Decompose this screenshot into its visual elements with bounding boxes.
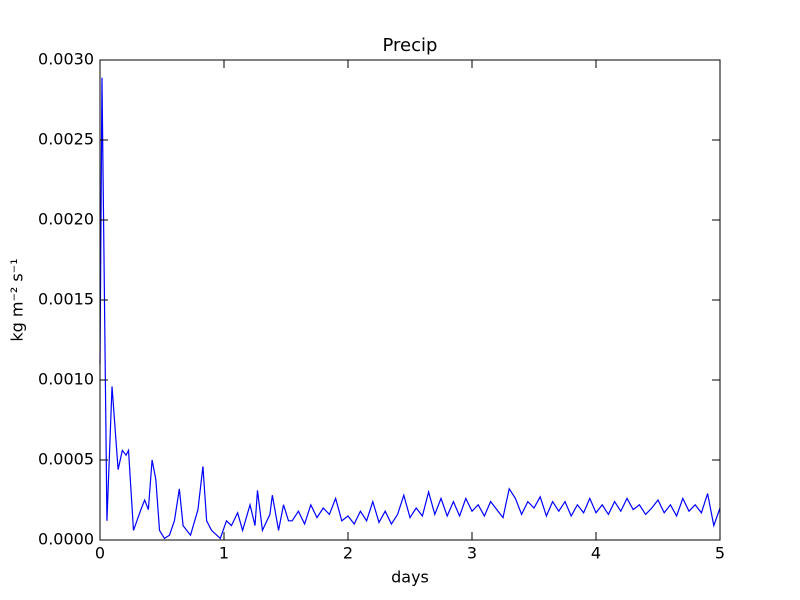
x-tick-label: 3 [467,544,477,563]
x-tick-label: 1 [219,544,229,563]
x-tick-label: 2 [343,544,353,563]
y-axis-label: kg m⁻² s⁻¹ [8,258,27,341]
data-line [99,77,721,540]
y-tick-label: 0.0010 [38,370,94,389]
y-tick-label: 0.0000 [38,530,94,549]
x-tick-label: 4 [591,544,601,563]
x-axis-label: days [391,568,429,587]
y-tick-label: 0.0025 [38,130,94,149]
y-tick-label: 0.0020 [38,210,94,229]
chart-title: Precip [383,35,438,56]
y-tick-label: 0.0005 [38,450,94,469]
x-tick-label: 0 [95,544,105,563]
y-tick-label: 0.0015 [38,290,94,309]
y-tick-label: 0.0030 [38,50,94,69]
x-tick-label: 5 [715,544,725,563]
